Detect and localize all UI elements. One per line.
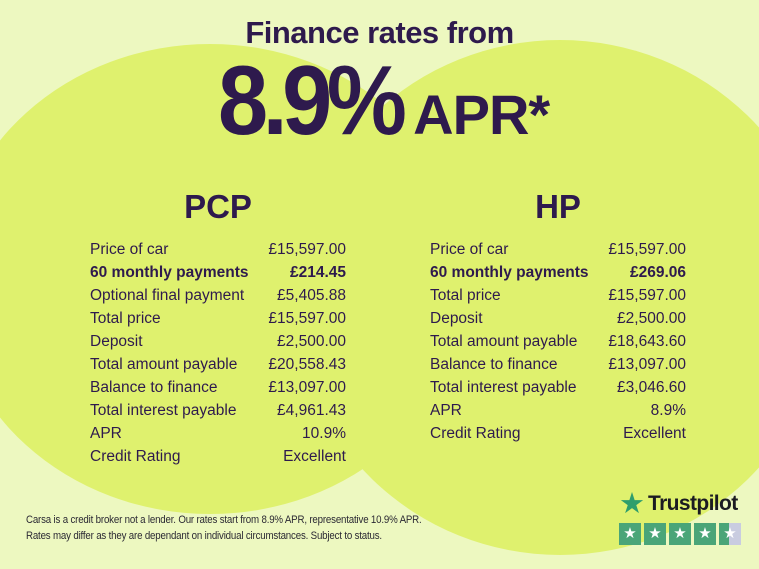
row-value: £269.06 — [629, 264, 686, 281]
table-row: Balance to finance £13,097.00 — [90, 376, 346, 399]
trustpilot-star-icon: ★ — [619, 488, 645, 520]
row-value: £20,558.43 — [268, 356, 346, 373]
row-value: £15,597.00 — [608, 287, 686, 304]
row-label: Deposit — [430, 310, 483, 327]
background-blob-right — [295, 40, 759, 555]
row-label: APR — [90, 425, 122, 442]
table-row: Balance to finance £13,097.00 — [430, 353, 686, 376]
row-value: £13,097.00 — [268, 379, 346, 396]
row-label: 60 monthly payments — [430, 264, 589, 281]
table-row: Total interest payable £3,046.60 — [430, 376, 686, 399]
row-label: 60 monthly payments — [90, 264, 249, 281]
banner-header: Finance rates from 8.9% APR* — [0, 14, 759, 155]
trustpilot-rating-stars: ★ ★ ★ ★ ★ — [619, 523, 747, 545]
table-row: Total amount payable £18,643.60 — [430, 330, 686, 353]
row-label: Credit Rating — [90, 448, 181, 465]
rate-value: 8.9% — [217, 45, 407, 155]
row-value: £3,046.60 — [617, 379, 686, 396]
table-row: Deposit £2,500.00 — [90, 330, 346, 353]
table-rows-pcp: Price of car £15,597.00 60 monthly payme… — [90, 238, 346, 468]
row-label: Balance to finance — [90, 379, 218, 396]
row-value: 8.9% — [650, 402, 686, 419]
table-row: Optional final payment £5,405.88 — [90, 284, 346, 307]
finance-table-hp: HP Price of car £15,597.00 60 monthly pa… — [430, 188, 686, 445]
row-value: £4,961.43 — [277, 402, 346, 419]
row-value: £13,097.00 — [608, 356, 686, 373]
disclaimer: Carsa is a credit broker not a lender. O… — [26, 513, 422, 544]
trustpilot-star-box: ★ — [619, 523, 641, 545]
table-row: Total amount payable £20,558.43 — [90, 353, 346, 376]
row-value: £2,500.00 — [617, 310, 686, 327]
trustpilot-widget: ★ Trustpilot ★ ★ ★ ★ ★ — [619, 490, 747, 545]
trustpilot-star-box: ★ — [669, 523, 691, 545]
row-label: Credit Rating — [430, 425, 521, 442]
page-title: Finance rates from — [245, 15, 514, 50]
row-value: £214.45 — [289, 264, 346, 281]
table-row: Price of car £15,597.00 — [430, 238, 686, 261]
rate-apr-label: APR* — [413, 83, 550, 146]
row-value: £2,500.00 — [277, 333, 346, 350]
row-value: £15,597.00 — [268, 241, 346, 258]
finance-table-pcp: PCP Price of car £15,597.00 60 monthly p… — [90, 188, 346, 468]
row-label: Deposit — [90, 333, 143, 350]
row-label: Total amount payable — [90, 356, 238, 373]
row-value: Excellent — [283, 448, 346, 465]
table-row: APR 10.9% — [90, 422, 346, 445]
row-label: Optional final payment — [90, 287, 245, 304]
disclaimer-line-2: Rates may differ as they are dependant o… — [26, 529, 382, 542]
row-label: Total price — [430, 287, 501, 304]
row-value: £18,643.60 — [608, 333, 686, 350]
table-row: Total price £15,597.00 — [90, 307, 346, 330]
row-value: £15,597.00 — [268, 310, 346, 327]
trustpilot-wordmark: Trustpilot — [648, 492, 738, 515]
table-row: Total interest payable £4,961.43 — [90, 399, 346, 422]
table-heading-pcp: PCP — [184, 188, 252, 225]
table-row: 60 monthly payments £269.06 — [430, 261, 686, 284]
table-row: Price of car £15,597.00 — [90, 238, 346, 261]
trustpilot-star-box: ★ — [694, 523, 716, 545]
row-value: 10.9% — [302, 425, 346, 442]
row-value: £15,597.00 — [608, 241, 686, 258]
row-label: Price of car — [430, 241, 509, 258]
table-rows-hp: Price of car £15,597.00 60 monthly payme… — [430, 238, 686, 445]
table-row: Deposit £2,500.00 — [430, 307, 686, 330]
row-label: Total interest payable — [90, 402, 237, 419]
row-label: Price of car — [90, 241, 169, 258]
rate-line: 8.9% APR* — [0, 45, 759, 155]
row-label: Balance to finance — [430, 356, 558, 373]
row-label: Total interest payable — [430, 379, 577, 396]
row-value: Excellent — [623, 425, 686, 442]
trustpilot-star-box-half: ★ — [719, 523, 741, 545]
table-row: Total price £15,597.00 — [430, 284, 686, 307]
disclaimer-line-1: Carsa is a credit broker not a lender. O… — [26, 514, 422, 526]
row-label: Total price — [90, 310, 161, 327]
trustpilot-logo: ★ Trustpilot — [619, 488, 747, 520]
table-row: APR 8.9% — [430, 399, 686, 422]
table-row: Credit Rating Excellent — [90, 445, 346, 468]
table-heading-hp: HP — [535, 188, 581, 225]
row-label: Total amount payable — [430, 333, 578, 350]
table-row: Credit Rating Excellent — [430, 422, 686, 445]
row-value: £5,405.88 — [277, 287, 346, 304]
row-label: APR — [430, 402, 462, 419]
trustpilot-star-box: ★ — [644, 523, 666, 545]
table-row: 60 monthly payments £214.45 — [90, 261, 346, 284]
